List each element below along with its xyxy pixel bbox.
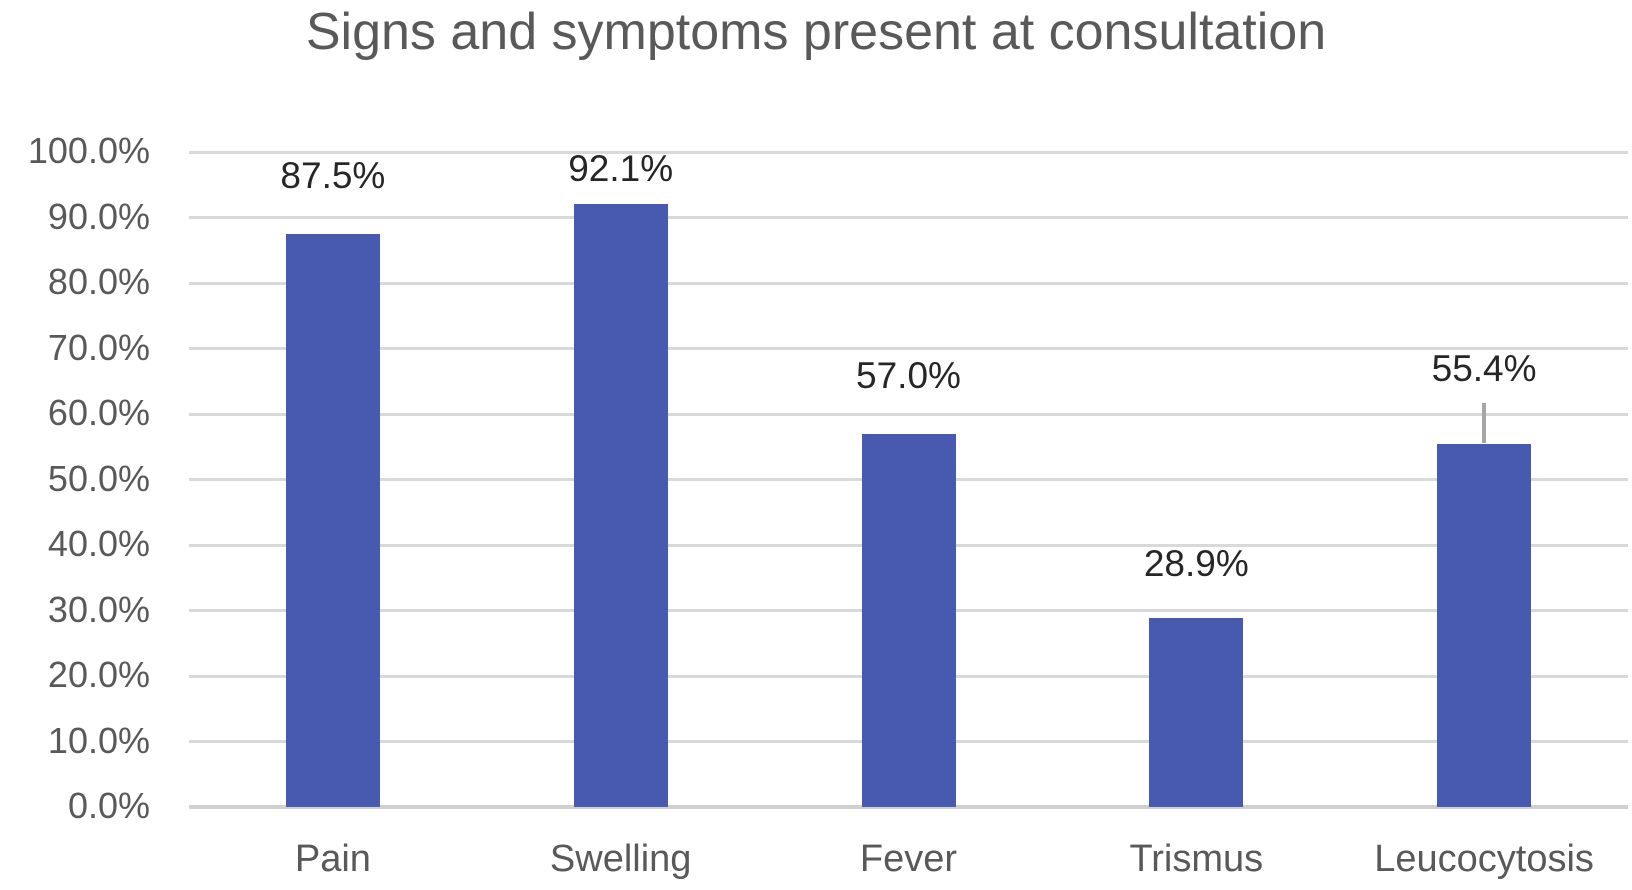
gridline bbox=[189, 347, 1628, 350]
chart-title: Signs and symptoms present at consultati… bbox=[305, 3, 1327, 61]
bar-data-label: 28.9% bbox=[1143, 543, 1249, 584]
y-tick-label: 80.0% bbox=[47, 261, 150, 302]
y-tick-label: 0.0% bbox=[67, 785, 150, 826]
gridline bbox=[189, 150, 1628, 154]
bar bbox=[285, 233, 380, 807]
y-tick-label: 10.0% bbox=[47, 719, 150, 761]
x-category-label: Fever bbox=[859, 838, 958, 880]
x-category-label: Trismus bbox=[1129, 838, 1264, 880]
x-axis-line bbox=[189, 805, 1628, 809]
bar-data-label: 55.4% bbox=[1431, 348, 1537, 389]
x-category-label: Pain bbox=[294, 838, 371, 880]
bar-data-label: 87.5% bbox=[280, 155, 386, 196]
gridline bbox=[189, 412, 1628, 416]
bar bbox=[573, 203, 668, 807]
x-category-label: Leucocytosis bbox=[1374, 838, 1594, 880]
bar-data-label: 57.0% bbox=[856, 355, 961, 396]
y-tick-label: 100.0% bbox=[27, 130, 150, 171]
bar-data-label: 92.1% bbox=[568, 148, 674, 189]
y-tick-label: 70.0% bbox=[47, 326, 150, 368]
bar bbox=[1437, 444, 1532, 807]
y-tick-label: 60.0% bbox=[47, 392, 150, 433]
bar bbox=[1149, 617, 1244, 807]
y-tick-label: 50.0% bbox=[47, 457, 150, 499]
x-category-label: Swelling bbox=[549, 838, 692, 880]
y-tick-label: 40.0% bbox=[47, 523, 150, 564]
gridline bbox=[189, 216, 1628, 219]
label-leader-line bbox=[1482, 403, 1487, 443]
y-tick-label: 20.0% bbox=[47, 654, 150, 695]
bar bbox=[861, 433, 956, 807]
gridline bbox=[189, 281, 1628, 285]
y-tick-label: 30.0% bbox=[47, 588, 150, 630]
y-tick-label: 90.0% bbox=[47, 195, 150, 237]
